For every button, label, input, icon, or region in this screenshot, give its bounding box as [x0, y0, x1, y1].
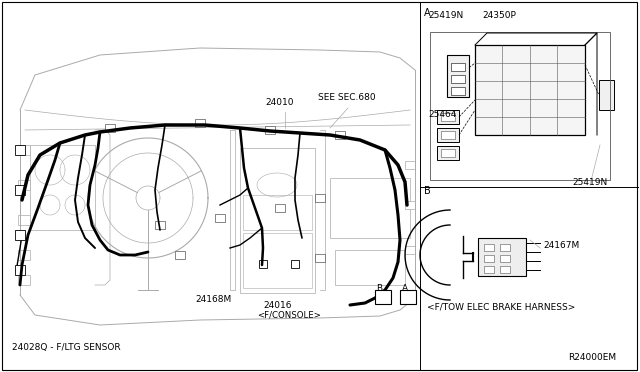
Bar: [500, 255, 510, 262]
Bar: [405, 246, 415, 254]
Text: SEE SEC.680: SEE SEC.680: [318, 93, 376, 102]
Bar: [478, 238, 526, 276]
Bar: [175, 251, 185, 259]
Bar: [451, 87, 465, 95]
Text: 25464: 25464: [428, 110, 456, 119]
Bar: [195, 119, 205, 127]
Bar: [243, 233, 312, 288]
Bar: [15, 145, 25, 155]
Bar: [437, 146, 459, 160]
Text: B: B: [424, 186, 431, 196]
Bar: [18, 250, 30, 260]
Bar: [291, 260, 299, 268]
Text: <F/TOW ELEC BRAKE HARNESS>: <F/TOW ELEC BRAKE HARNESS>: [427, 303, 575, 312]
Text: 24028Q - F/LTG SENSOR: 24028Q - F/LTG SENSOR: [12, 343, 120, 352]
Bar: [475, 45, 585, 135]
Bar: [30, 145, 95, 230]
Bar: [215, 214, 225, 222]
Bar: [18, 215, 30, 225]
Text: R24000EM: R24000EM: [568, 353, 616, 362]
Bar: [330, 178, 410, 238]
Bar: [451, 75, 465, 83]
Text: A: A: [401, 284, 408, 293]
Bar: [375, 290, 391, 304]
Bar: [259, 260, 267, 268]
Bar: [437, 128, 459, 142]
Text: A: A: [424, 8, 431, 18]
Bar: [105, 124, 115, 132]
Bar: [315, 254, 325, 262]
Bar: [500, 244, 510, 251]
Bar: [441, 113, 455, 121]
Bar: [275, 204, 285, 212]
Bar: [15, 185, 25, 195]
Text: 25419N: 25419N: [572, 178, 607, 187]
Bar: [437, 110, 459, 124]
Bar: [400, 290, 416, 304]
Text: 24016: 24016: [263, 301, 291, 310]
Bar: [484, 255, 494, 262]
Bar: [18, 145, 30, 155]
Bar: [335, 131, 345, 139]
Bar: [484, 244, 494, 251]
Bar: [599, 80, 614, 110]
Text: 24167M: 24167M: [543, 241, 579, 250]
Bar: [18, 180, 30, 190]
Text: 25419N: 25419N: [428, 11, 463, 20]
Bar: [441, 149, 455, 157]
Bar: [500, 266, 510, 273]
Bar: [405, 201, 415, 209]
Text: 24350P: 24350P: [482, 11, 516, 20]
Bar: [18, 275, 30, 285]
Bar: [405, 161, 415, 169]
Bar: [15, 230, 25, 240]
Bar: [155, 221, 165, 229]
Bar: [447, 55, 469, 97]
Text: 24010: 24010: [265, 98, 294, 107]
Bar: [441, 131, 455, 139]
Text: <F/CONSOLE>: <F/CONSOLE>: [257, 310, 321, 319]
Bar: [243, 195, 312, 230]
Bar: [451, 63, 465, 71]
Text: 24168M: 24168M: [195, 295, 231, 304]
Bar: [335, 250, 405, 285]
Bar: [430, 32, 610, 180]
Bar: [315, 194, 325, 202]
Bar: [15, 265, 25, 275]
Text: B: B: [376, 284, 383, 293]
Bar: [240, 148, 315, 293]
Bar: [265, 126, 275, 134]
Bar: [484, 266, 494, 273]
